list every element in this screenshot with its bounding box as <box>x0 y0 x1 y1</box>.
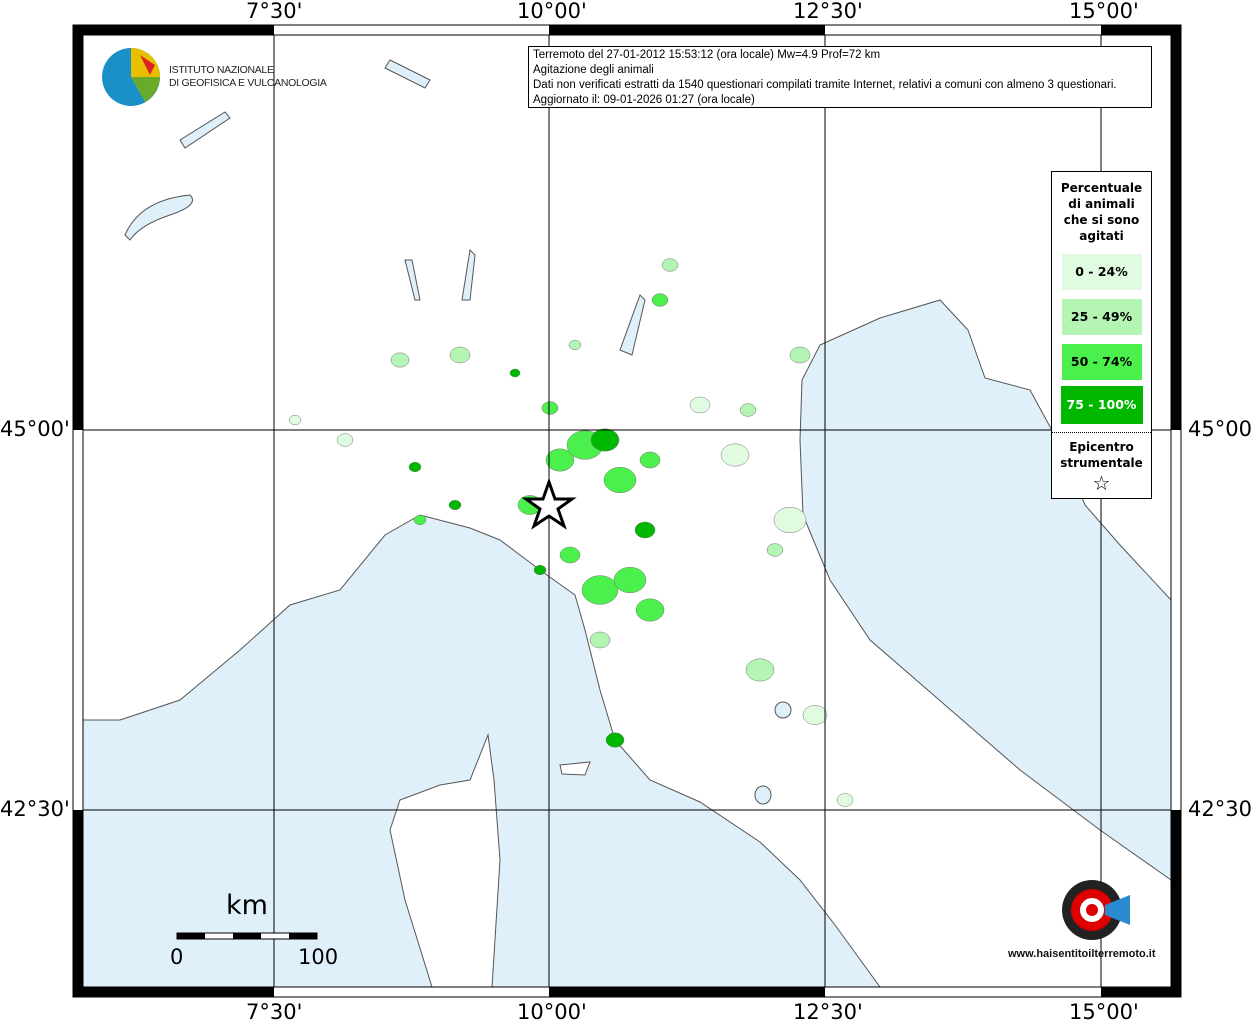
municipality-patch <box>639 451 661 469</box>
scale-max: 100 <box>298 945 339 969</box>
epicenter-star-icon <box>521 477 577 530</box>
municipality-patch <box>509 368 521 378</box>
municipality-patch <box>568 339 582 351</box>
municipality-patch <box>720 443 750 467</box>
lake-trasimeno <box>774 701 792 719</box>
haisentito-logo-icon <box>1062 880 1130 940</box>
logo-line: ISTITUTO NAZIONALE <box>169 64 274 76</box>
bottom-tick: 15°00' <box>1069 1000 1139 1024</box>
right-tick: 42°30' <box>1188 797 1254 821</box>
legend: Percentuale di animali che si sono agita… <box>1051 171 1152 499</box>
legend-divider <box>1052 432 1151 433</box>
legend-title-line: che si sono <box>1063 213 1140 227</box>
legend-class-0-24: 0 - 24% <box>1061 254 1142 290</box>
left-tick: 45°00' <box>0 417 70 441</box>
lake-maggiore <box>404 259 421 301</box>
municipality-patch <box>789 346 811 364</box>
top-tick: 12°30' <box>793 0 863 23</box>
bottom-tick: 12°30' <box>793 1000 863 1024</box>
municipality-patch <box>613 566 647 594</box>
municipality-patch <box>635 598 665 622</box>
municipality-patch <box>545 448 575 472</box>
bottom-tick: 7°30' <box>246 1000 303 1024</box>
legend-title-line: di animali <box>1068 197 1135 211</box>
legend-epicenter-line: Epicentro <box>1069 440 1134 454</box>
municipality-patch <box>689 396 711 414</box>
top-tick: 10°00' <box>517 0 587 23</box>
scale-min: 0 <box>170 945 184 969</box>
legend-epicenter: Epicentro strumentale ☆ <box>1052 439 1151 495</box>
legend-class-50-74: 50 - 74% <box>1061 344 1142 380</box>
land-elba <box>559 761 591 776</box>
left-tick: 42°30' <box>0 797 70 821</box>
data-note: Dati non verificati estratti da 1540 que… <box>533 79 1117 91</box>
right-tick: 45°00' <box>1188 417 1254 441</box>
map-frame <box>72 24 1182 998</box>
logo-line: DI GEOFISICA E VULCANOLOGIA <box>169 77 327 89</box>
star-icon: ☆ <box>1092 471 1111 495</box>
municipality-patch <box>449 346 471 364</box>
municipality-patch <box>766 543 784 557</box>
municipality-patch <box>448 499 462 511</box>
legend-epicenter-line: strumentale <box>1060 456 1143 470</box>
municipality-patch <box>605 732 625 748</box>
event-line: Terremoto del 27-01-2012 15:53:12 (ora l… <box>533 49 881 61</box>
municipality-patch <box>661 258 679 272</box>
bottom-tick: 10°00' <box>517 1000 587 1024</box>
municipality-patch <box>581 575 619 605</box>
municipality-patch <box>541 401 559 415</box>
municipality-patch <box>589 631 611 649</box>
municipality-patch <box>590 428 620 452</box>
municipality-patch <box>408 461 422 473</box>
lake-constance <box>384 59 431 89</box>
legend-class-25-49: 25 - 49% <box>1061 299 1142 335</box>
ingv-logo-text: ISTITUTO NAZIONALE DI GEOFISICA E VULCAN… <box>169 64 327 90</box>
lake-geneva <box>124 194 193 241</box>
municipality-patch <box>739 403 757 417</box>
scale-bar <box>176 932 318 940</box>
lake-como <box>461 248 476 301</box>
legend-title-line: Percentuale <box>1060 181 1143 195</box>
legend-title-line: agitati <box>1079 229 1124 243</box>
top-tick: 15°00' <box>1069 0 1139 23</box>
lake-garda <box>619 294 646 356</box>
event-info-box: Terremoto del 27-01-2012 15:53:12 (ora l… <box>528 46 1152 108</box>
municipality-patch <box>745 658 775 682</box>
municipality-patch <box>533 564 547 576</box>
lake-neuchatel <box>179 111 231 149</box>
updated-line: Aggiornato il: 09-01-2026 01:27 (ora loc… <box>533 94 755 106</box>
municipality-patch <box>336 433 354 447</box>
ingv-logo-icon <box>102 48 160 106</box>
municipality-patch <box>773 506 807 534</box>
municipality-patch <box>559 546 581 564</box>
legend-title: Percentuale di animali che si sono agita… <box>1052 180 1151 244</box>
watermark-text: www.haisentitoilterremoto.it <box>1008 948 1156 960</box>
municipality-patch <box>390 352 410 368</box>
municipality-patch <box>651 293 669 307</box>
scale-unit: km <box>226 890 268 921</box>
top-tick: 7°30' <box>246 0 303 23</box>
municipality-patch <box>836 793 854 807</box>
map-subject: Agitazione degli animali <box>533 64 654 76</box>
land-corsica <box>389 733 501 988</box>
municipality-patch <box>603 466 637 494</box>
municipality-patch <box>802 705 828 725</box>
municipality-patch <box>413 514 427 526</box>
legend-class-75-100: 75 - 100% <box>1060 386 1143 424</box>
municipality-patch <box>288 414 302 426</box>
lake-bolsena <box>754 785 772 805</box>
municipality-patch <box>634 521 656 539</box>
